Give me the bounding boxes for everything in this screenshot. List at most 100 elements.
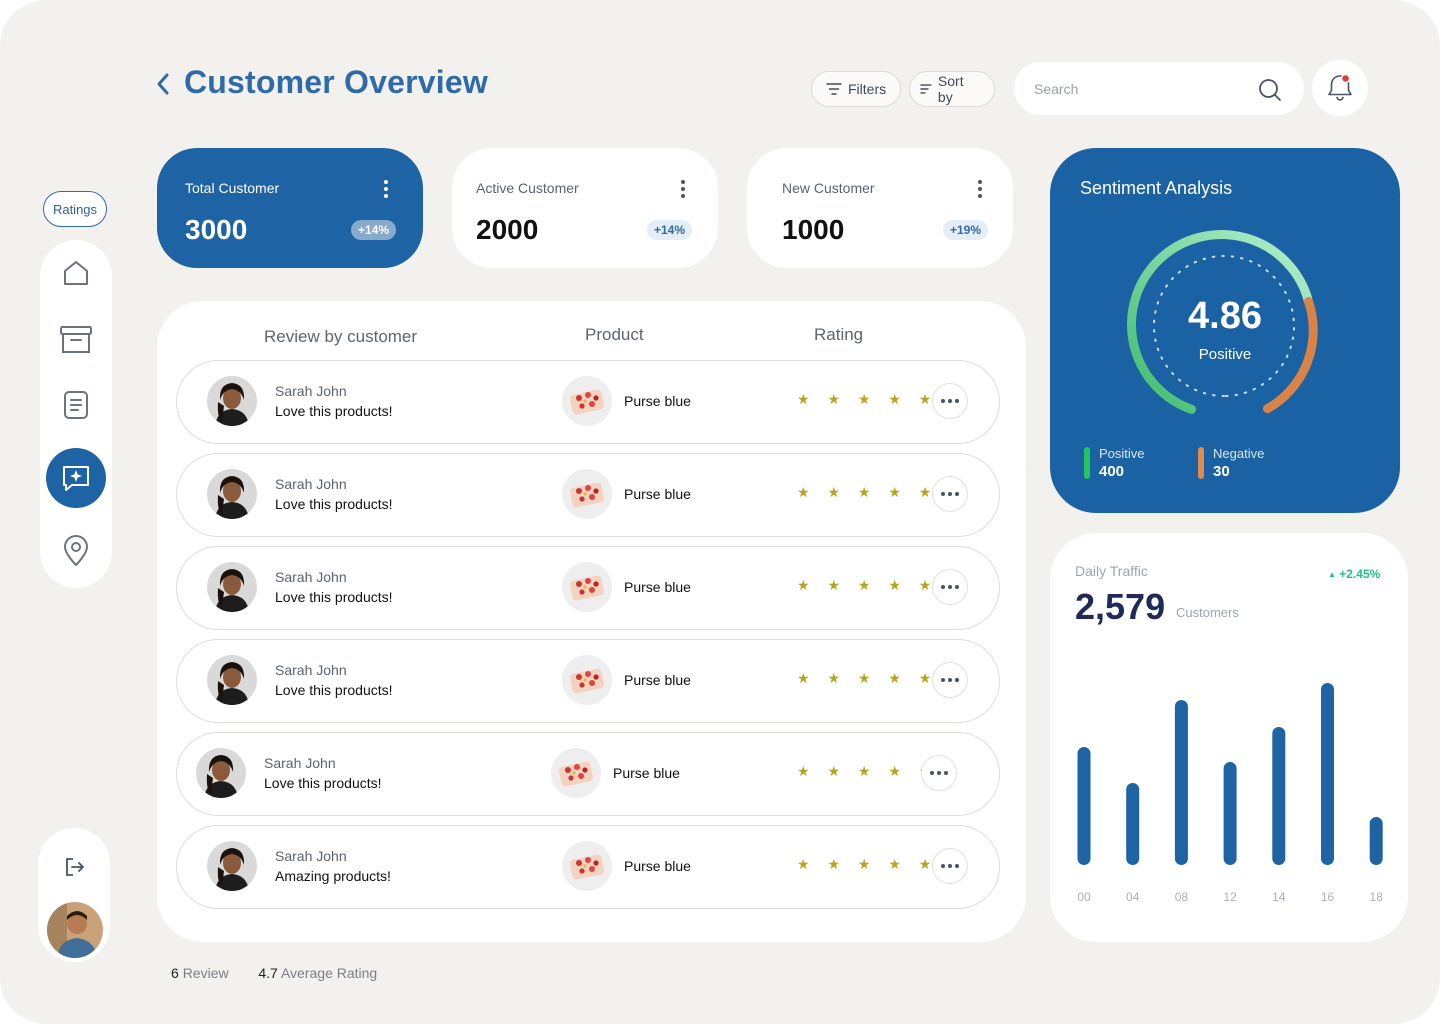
- filters-button[interactable]: Filters: [811, 71, 901, 107]
- x-tick-label: 00: [1077, 890, 1091, 904]
- star-rating: ★ ★ ★ ★ ★: [797, 763, 939, 779]
- column-header-product: Product: [585, 325, 644, 344]
- review-summary: 6 Review 4.7 Average Rating: [171, 965, 377, 981]
- review-count: 6: [171, 965, 179, 981]
- search-input[interactable]: [1034, 78, 1244, 100]
- product-name: Purse blue: [624, 393, 691, 409]
- review-row[interactable]: Sarah John Love this products! Purse blue ★…: [176, 639, 1000, 723]
- customer-name: Sarah John: [275, 569, 347, 585]
- daily-traffic-card: [1050, 533, 1408, 942]
- sort-button[interactable]: Sort by: [909, 71, 995, 107]
- page-title: Customer Overview: [184, 64, 488, 100]
- average-rating-label: Average Rating: [280, 965, 378, 981]
- product-name: Purse blue: [624, 858, 691, 874]
- row-more-button[interactable]: [932, 569, 968, 605]
- product-thumbnail: [562, 376, 612, 426]
- product-name: Purse blue: [624, 579, 691, 595]
- column-header-review: Review by customer: [264, 327, 418, 346]
- notification-dot: [1340, 73, 1351, 84]
- filters-label: Filters: [848, 81, 887, 97]
- sidebar-item-home[interactable]: [46, 243, 106, 303]
- customer-avatar: [207, 562, 257, 612]
- notifications-button[interactable]: [1312, 60, 1368, 116]
- customer-avatar: [207, 469, 257, 519]
- gauge-negative-arc: [1262, 296, 1318, 414]
- positive-legend-label: Positive: [1099, 446, 1145, 461]
- review-row[interactable]: Sarah John Love this products! Purse blue ★…: [176, 732, 1000, 816]
- stat-change-badge: +14%: [351, 220, 397, 240]
- product-name: Purse blue: [624, 486, 691, 502]
- reviews-panel: Review by customer Product Rating Sarah …: [157, 301, 1026, 942]
- product-thumbnail: [562, 562, 612, 612]
- review-text: Love this products!: [275, 682, 393, 698]
- gauge-inner-dots: [1153, 255, 1295, 397]
- sentiment-gauge: [1127, 230, 1318, 414]
- more-options-icon[interactable]: [380, 178, 392, 200]
- sentiment-card: Sentiment Analysis: [1050, 148, 1400, 513]
- sidebar-item-location[interactable]: [46, 521, 106, 581]
- more-options-icon[interactable]: [677, 178, 689, 200]
- sentiment-score: 4.86: [1188, 295, 1262, 337]
- review-text: Amazing products!: [275, 868, 391, 884]
- customer-avatar: [207, 376, 257, 426]
- user-avatar[interactable]: [47, 902, 103, 958]
- row-more-button[interactable]: [932, 848, 968, 884]
- stat-value: 2000: [476, 214, 539, 245]
- logout-icon: [66, 858, 84, 876]
- star-rating: ★ ★ ★ ★ ★: [797, 577, 939, 593]
- customer-avatar: [196, 748, 246, 798]
- more-options-icon[interactable]: [974, 178, 986, 200]
- review-text: Love this products!: [275, 589, 393, 605]
- back-chevron-icon[interactable]: [152, 70, 176, 98]
- average-rating: 4.7: [258, 965, 278, 981]
- stat-card-new: New Customer 1000 +19%: [747, 148, 1013, 268]
- star-rating: ★ ★ ★ ★ ★: [797, 484, 939, 500]
- positive-legend-marker: [1084, 447, 1090, 479]
- sort-icon: [920, 84, 932, 94]
- gauge-positive-arc: [1127, 230, 1313, 414]
- column-header-rating: Rating: [814, 325, 864, 344]
- product-thumbnail: [551, 748, 601, 798]
- review-row[interactable]: Sarah John Amazing products! Purse blue ★ ★…: [176, 825, 1000, 909]
- x-tick-label: 12: [1223, 890, 1237, 904]
- traffic-bar-chart: 00 04 08 12 14 16 18: [1077, 683, 1383, 904]
- sidebar-item-archive[interactable]: [46, 310, 106, 370]
- search-icon[interactable]: [1257, 77, 1283, 103]
- star-rating: ★ ★ ★ ★ ★: [797, 391, 939, 407]
- row-more-button[interactable]: [932, 476, 968, 512]
- archive-icon: [60, 326, 92, 353]
- stat-label: New Customer: [782, 180, 875, 196]
- review-text: Love this products!: [264, 775, 382, 791]
- chat-sparkle-icon: [63, 466, 89, 491]
- stat-label: Active Customer: [476, 180, 579, 196]
- stat-value: 3000: [185, 214, 248, 245]
- row-more-button[interactable]: [932, 383, 968, 419]
- stat-value: 1000: [782, 214, 845, 245]
- logout-button[interactable]: [60, 852, 90, 882]
- ratings-chip[interactable]: Ratings: [43, 191, 107, 227]
- x-tick-label: 08: [1175, 890, 1189, 904]
- review-row[interactable]: Sarah John Love this products! Purse blue ★…: [176, 360, 1000, 444]
- row-more-button[interactable]: [932, 662, 968, 698]
- filter-icon: [826, 83, 842, 95]
- traffic-value: 2,579: [1075, 586, 1166, 627]
- row-more-button[interactable]: [921, 755, 957, 791]
- location-pin-icon: [63, 535, 89, 567]
- traffic-title: Daily Traffic: [1075, 563, 1148, 579]
- traffic-bar-14: [1272, 727, 1286, 865]
- sidebar-item-ratings[interactable]: [46, 448, 106, 508]
- traffic-change-value: +2.45%: [1339, 567, 1381, 581]
- x-tick-label: 14: [1272, 890, 1286, 904]
- customer-name: Sarah John: [275, 848, 347, 864]
- stat-label: Total Customer: [185, 180, 280, 196]
- review-row[interactable]: Sarah John Love this products! Purse blue ★…: [176, 546, 1000, 630]
- x-tick-label: 16: [1321, 890, 1335, 904]
- sidebar-item-documents[interactable]: [46, 375, 106, 435]
- stat-change-badge: +14%: [647, 220, 693, 240]
- review-row[interactable]: Sarah John Love this products! Purse blue ★…: [176, 453, 1000, 537]
- avatar-image: [47, 902, 103, 958]
- product-thumbnail: [562, 469, 612, 519]
- traffic-change: ▲ +2.45%: [1328, 567, 1380, 581]
- review-text: Love this products!: [275, 403, 393, 419]
- customer-avatar: [207, 655, 257, 705]
